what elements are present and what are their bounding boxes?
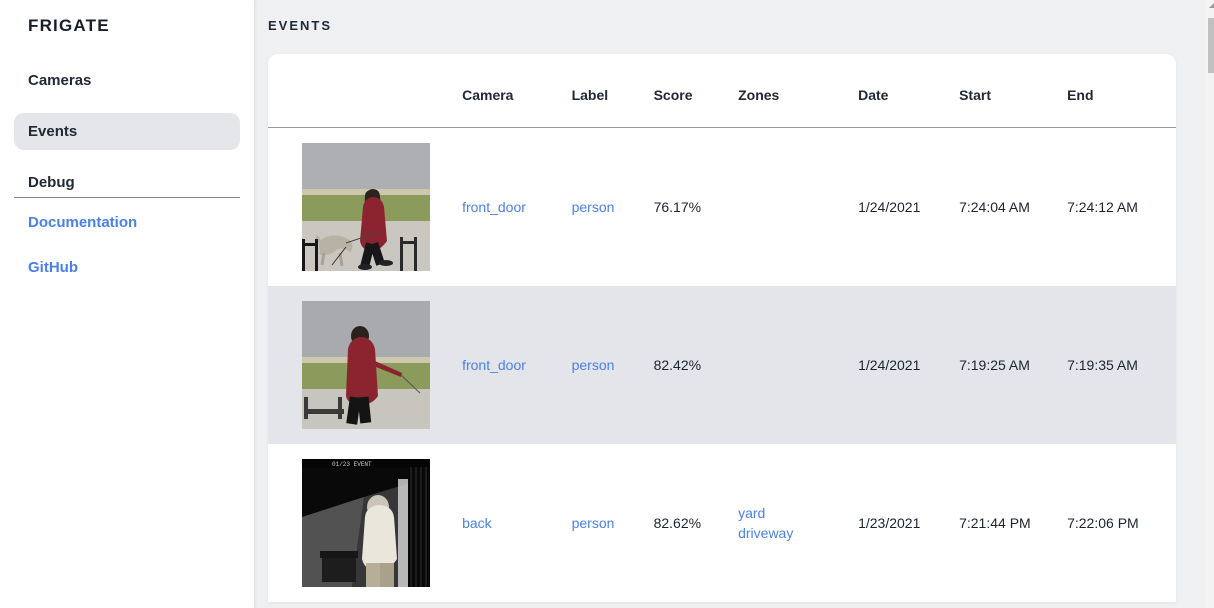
svg-text:01/23 EVENT: 01/23 EVENT xyxy=(332,461,372,468)
